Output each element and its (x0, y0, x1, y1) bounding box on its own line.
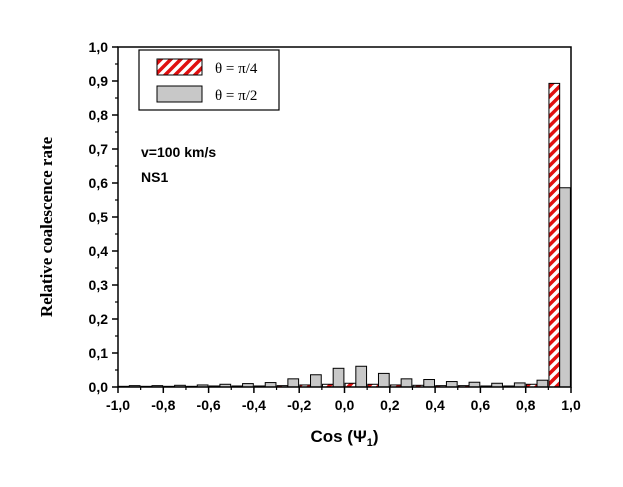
y-tick-label: 0,5 (89, 209, 109, 225)
bar-series-1-bin-8 (310, 374, 322, 388)
y-tick-label: 0,4 (89, 243, 109, 259)
bar-series-1-bin-10 (355, 365, 368, 388)
x-tick-label: -0,2 (287, 397, 311, 413)
bar-series-1-bin-9 (332, 367, 345, 388)
ticks-layer (112, 46, 572, 393)
y-tick-label: 1,0 (89, 39, 109, 55)
x-axis-title-subscript: 1 (367, 437, 373, 449)
bar-series-1-bin-13 (423, 379, 436, 388)
x-axis-title-close: ) (373, 427, 379, 446)
bar-series-0-bin-19 (548, 82, 561, 388)
bar-series-1-bin-14 (445, 381, 458, 388)
bar-series-1-bin-11 (377, 372, 390, 388)
x-tick-label: 0,4 (425, 397, 445, 413)
y-tick-label: 0,6 (89, 175, 109, 191)
y-tick-label: 0,0 (89, 379, 109, 395)
x-tick-label: 0,8 (516, 397, 536, 413)
legend-label-theta-pi-2: θ = π/2 (215, 88, 257, 104)
x-tick-label: 0,6 (471, 397, 491, 413)
x-tick-label: -0,8 (151, 397, 175, 413)
labels-layer: -1,0 -0,8 -0,6 -0,4 -0,2 0,0 0,2 0,4 0,6 0,8 1,0 0,… (89, 39, 581, 413)
bar-series-1-bin-7 (287, 378, 300, 388)
velocity-annotation: v=100 km/s (141, 144, 216, 160)
x-axis-title: Cos (Ψ1) (310, 427, 378, 449)
legend-swatch-theta-pi-2 (156, 85, 203, 103)
x-tick-label: 0,2 (380, 397, 400, 413)
x-tick-label: -1,0 (106, 397, 130, 413)
y-tick-label: 0,2 (89, 311, 109, 327)
y-tick-label: 0,1 (89, 345, 109, 361)
y-tick-label: 0,3 (89, 277, 109, 293)
model-annotation: NS1 (141, 169, 168, 185)
legend-swatch-theta-pi-4 (156, 58, 203, 76)
bar-series-1-bin-18 (536, 379, 549, 388)
y-tick-label: 0,7 (89, 141, 109, 157)
x-tick-label: 1,0 (561, 397, 581, 413)
bars-layer (118, 82, 571, 388)
legend: θ = π/4 θ = π/2 (138, 49, 280, 111)
y-axis-title: Relative coalescence rate (37, 136, 56, 317)
bar-series-1-bin-19 (559, 187, 571, 388)
x-tick-label: -0,6 (197, 397, 221, 413)
x-tick-label: -0,4 (242, 397, 266, 413)
y-tick-label: 0,8 (89, 107, 109, 123)
legend-label-theta-pi-4: θ = π/4 (215, 61, 258, 77)
y-tick-label: 0,9 (89, 73, 109, 89)
bar-series-1-bin-12 (400, 378, 413, 388)
x-tick-label: 0,0 (335, 397, 355, 413)
